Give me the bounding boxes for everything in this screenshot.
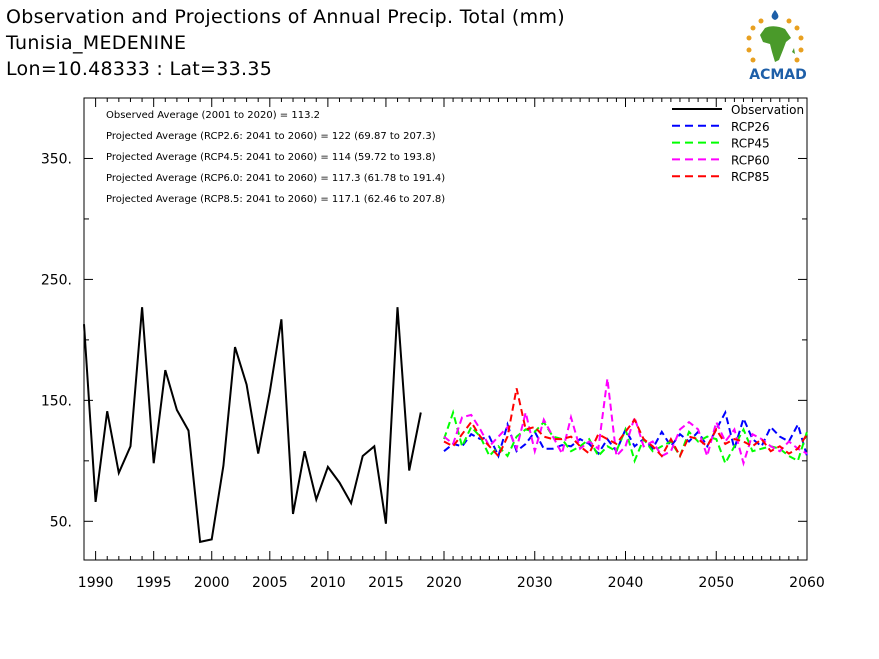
logo-text: ACMAD — [749, 67, 807, 83]
coordinates-label: Lon=10.48333 : Lat=33.35 — [6, 58, 273, 80]
x-tick-label: 2015 — [368, 575, 404, 591]
annotation-text: Observed Average (2001 to 2020) = 113.2 — [106, 110, 320, 121]
y-tick-label: 150. — [41, 393, 72, 409]
x-tick-label: 1990 — [78, 575, 114, 591]
annotation-text: Projected Average (RCP8.5: 2041 to 2060)… — [106, 194, 445, 205]
x-tick-label: 2050 — [698, 575, 734, 591]
y-tick-label: 50. — [50, 514, 72, 530]
average-annotations: Observed Average (2001 to 2020) = 113.2 P… — [106, 110, 445, 205]
axes: 50. 150. 250. 350. 1990 1995 2000 2005 2010 2015 2… — [41, 97, 825, 591]
legend-label: RCP60 — [731, 153, 770, 167]
series-lines — [83, 307, 808, 544]
x-tick-label: 1995 — [136, 575, 172, 591]
annotation-text: Projected Average (RCP6.0: 2041 to 2060)… — [106, 173, 445, 184]
legend-label: RCP45 — [731, 137, 770, 151]
africa-globe-icon: ACMAD — [746, 10, 807, 83]
y-tick-label: 350. — [41, 151, 72, 167]
x-tick-label: 2010 — [310, 575, 346, 591]
legend-label: RCP85 — [731, 170, 770, 184]
annotation-text: Projected Average (RCP2.6: 2041 to 2060)… — [106, 131, 436, 142]
location-label: Tunisia_MEDENINE — [6, 32, 187, 54]
series-line-rcp60 — [443, 378, 808, 467]
acmad-logo: ACMAD — [737, 8, 819, 84]
plot-frame — [83, 97, 808, 561]
x-tick-label: 2000 — [194, 575, 230, 591]
x-tick-label: 2060 — [789, 575, 825, 591]
chart-title: Observation and Projections of Annual Pr… — [6, 6, 565, 28]
x-tick-label: 2020 — [426, 575, 462, 591]
series-line-observation — [83, 307, 422, 544]
series-line-rcp85 — [443, 388, 808, 459]
x-tick-label: 2030 — [517, 575, 553, 591]
x-tick-label: 2005 — [252, 575, 288, 591]
series-line-rcp45 — [443, 409, 808, 466]
annotation-text: Projected Average (RCP4.5: 2041 to 2060)… — [106, 152, 436, 163]
legend-label: RCP26 — [731, 120, 770, 134]
x-tick-label: 2040 — [608, 575, 644, 591]
legend-label: Observation — [731, 103, 804, 117]
legend: Observation RCP26 RCP45 RCP60 RCP85 — [672, 103, 804, 184]
y-tick-label: 250. — [41, 272, 72, 288]
